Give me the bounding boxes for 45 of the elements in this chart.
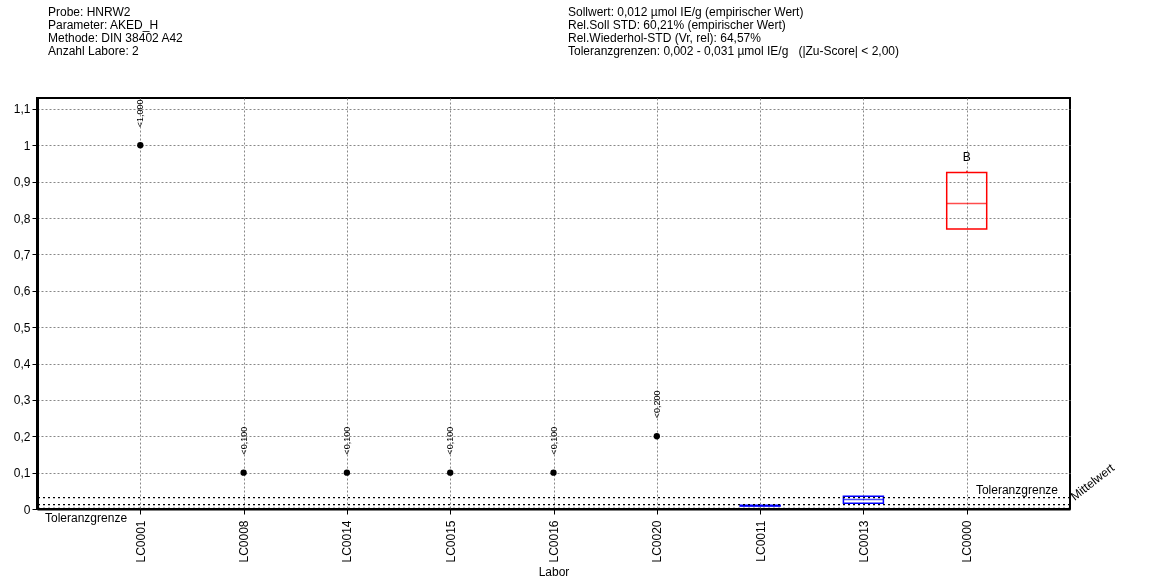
text: Parameter: AKED_H bbox=[48, 18, 160, 32]
y-tick-label: 0,1 bbox=[13, 466, 31, 481]
point bbox=[653, 433, 660, 440]
x-tick-label: LC0000 bbox=[960, 520, 975, 563]
text: Rel.Wiederhol-STD (Vr, rel): 64,57% bbox=[568, 31, 761, 45]
y-tick-label: 0,2 bbox=[13, 429, 31, 444]
y-tick-label: 0,7 bbox=[13, 247, 31, 262]
y-tick-label: 0,9 bbox=[13, 175, 31, 190]
x-axis-title: Labor bbox=[538, 564, 570, 579]
point bbox=[550, 469, 557, 476]
x-tick-label: LC0015 bbox=[443, 520, 458, 563]
text: Sollwert: 0,012 µmol IE/g (empirischer Wert) bbox=[568, 5, 805, 19]
y-tick-label: 1,1 bbox=[13, 102, 31, 117]
data-label: <0,100 bbox=[341, 426, 352, 455]
point bbox=[240, 469, 247, 476]
ref-line-label: Toleranzgrenze bbox=[45, 511, 128, 526]
text: Methode: DIN 38402 A42 bbox=[48, 31, 183, 45]
text: Probe: HNRW2 bbox=[48, 5, 132, 19]
data-label: <0,100 bbox=[548, 426, 559, 455]
x-tick-label: LC0011 bbox=[753, 520, 768, 562]
data-label: <0,100 bbox=[445, 426, 456, 455]
text: Rel.Soll STD: 60,21% (empirischer Wert) bbox=[568, 18, 786, 32]
ref-line-label: Toleranzgrenze bbox=[975, 482, 1059, 497]
y-tick-label: 0,6 bbox=[13, 284, 31, 299]
text: Toleranzgrenzen: 0,002 - 0,031 µmol IE/g (|Zu-Score| < 2,00) bbox=[568, 44, 899, 58]
x-tick-label: LC0016 bbox=[547, 520, 561, 563]
data-label: <0,200 bbox=[651, 390, 662, 419]
x-tick-label: LC0020 bbox=[650, 520, 665, 563]
x-tick-label: LC0001 bbox=[133, 520, 148, 563]
y-tick-label: 0,8 bbox=[13, 211, 31, 226]
annotation: B bbox=[962, 149, 971, 164]
point bbox=[343, 469, 351, 476]
y-tick-label: 0,4 bbox=[13, 357, 31, 372]
x-tick-label: LC0013 bbox=[856, 520, 871, 563]
data-label: <0,100 bbox=[238, 426, 249, 455]
x-tick-label: LC0008 bbox=[237, 520, 252, 563]
point bbox=[447, 469, 454, 476]
y-tick-label: 0 bbox=[23, 502, 31, 517]
text: Anzahl Labore: 2 bbox=[48, 44, 140, 58]
y-tick-label: 1 bbox=[23, 138, 31, 153]
data-label: <1,000 bbox=[135, 99, 146, 128]
y-tick-label: 0,3 bbox=[13, 393, 31, 408]
point bbox=[137, 142, 144, 149]
y-tick-label: 0,5 bbox=[13, 320, 31, 335]
x-tick-label: LC0014 bbox=[340, 520, 355, 563]
